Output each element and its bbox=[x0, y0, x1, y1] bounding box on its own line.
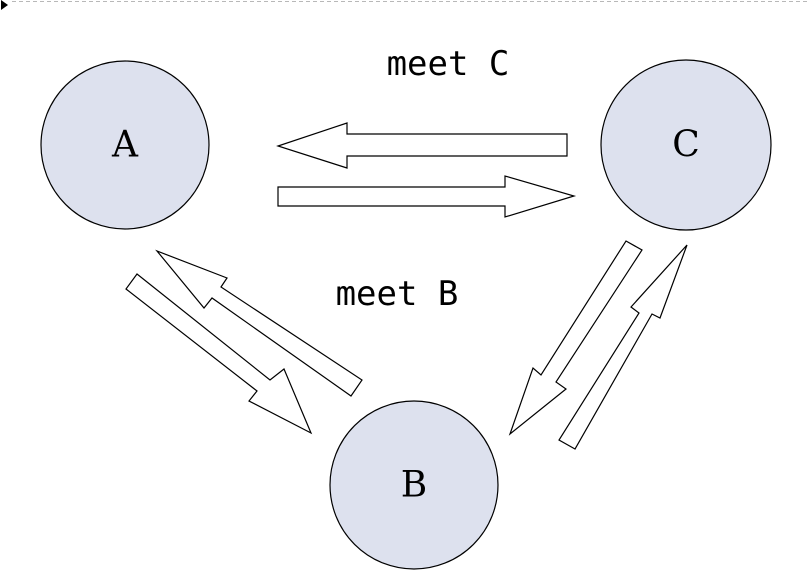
node-a-circle bbox=[40, 60, 210, 230]
edge-label-meet-b: meet B bbox=[336, 274, 459, 314]
node-c-label: C bbox=[672, 125, 700, 166]
node-a: A bbox=[40, 60, 210, 230]
corner-marker-icon bbox=[1, 0, 8, 10]
node-b: B bbox=[329, 400, 499, 570]
arrow-b-to-c bbox=[558, 244, 688, 450]
arrow-a-to-c bbox=[277, 175, 577, 218]
arrow-a-to-b bbox=[125, 273, 313, 435]
node-b-label: B bbox=[401, 465, 427, 506]
arrow-c-to-a bbox=[276, 122, 568, 169]
arrow-b-to-a bbox=[155, 249, 363, 397]
edge-label-meet-c: meet C bbox=[387, 44, 510, 84]
node-a-label: A bbox=[111, 125, 139, 166]
node-c-circle bbox=[600, 59, 772, 231]
node-b-circle bbox=[329, 400, 499, 570]
node-c: C bbox=[600, 59, 772, 231]
arrow-c-to-b bbox=[508, 240, 643, 436]
